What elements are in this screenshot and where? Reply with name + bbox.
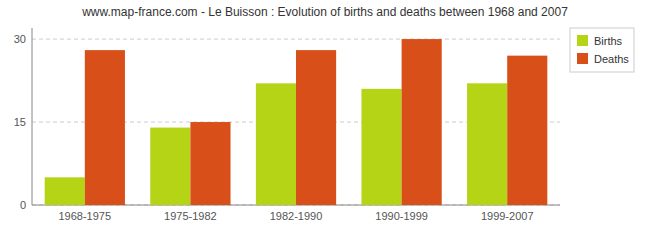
bar xyxy=(402,39,442,205)
bar xyxy=(85,50,125,205)
bar xyxy=(190,122,230,205)
y-tick-label: 0 xyxy=(20,199,26,211)
bar xyxy=(467,83,507,205)
grid-line xyxy=(32,39,560,40)
x-tick-label: 1968-1975 xyxy=(58,210,111,222)
bar xyxy=(256,83,296,205)
bar xyxy=(361,89,401,205)
bar xyxy=(296,50,336,205)
legend: Births Deaths xyxy=(570,28,634,72)
bars xyxy=(45,39,548,205)
y-tick-label: 15 xyxy=(14,116,26,128)
y-axis-line xyxy=(32,28,33,205)
legend-label: Births xyxy=(594,35,623,47)
title: www.map-france.com - Le Buisson : Evolut… xyxy=(81,5,568,19)
legend-label: Deaths xyxy=(594,53,629,65)
x-tick-label: 1975-1982 xyxy=(164,210,217,222)
legend-swatch xyxy=(577,35,588,46)
x-tick-label: 1982-1990 xyxy=(270,210,323,222)
chart-container: www.map-france.com - Le Buisson : Evolut… xyxy=(0,0,650,229)
bar xyxy=(150,128,190,205)
bar xyxy=(45,177,85,205)
x-tick-label: 1990-1999 xyxy=(375,210,428,222)
bar xyxy=(507,56,547,205)
legend-swatch xyxy=(577,53,588,64)
chart: www.map-france.com - Le Buisson : Evolut… xyxy=(0,0,650,229)
grid xyxy=(32,39,560,205)
x-tick-label: 1999-2007 xyxy=(481,210,534,222)
legend-frame xyxy=(570,28,634,72)
y-tick-label: 30 xyxy=(14,33,26,45)
